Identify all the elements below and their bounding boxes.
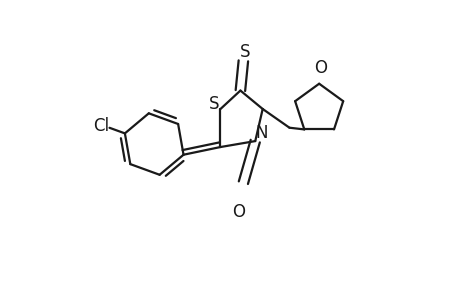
Text: N: N [255, 124, 268, 142]
Text: O: O [231, 203, 244, 221]
Text: S: S [239, 43, 250, 61]
Text: S: S [209, 95, 219, 113]
Text: O: O [313, 59, 326, 77]
Text: Cl: Cl [93, 117, 109, 135]
